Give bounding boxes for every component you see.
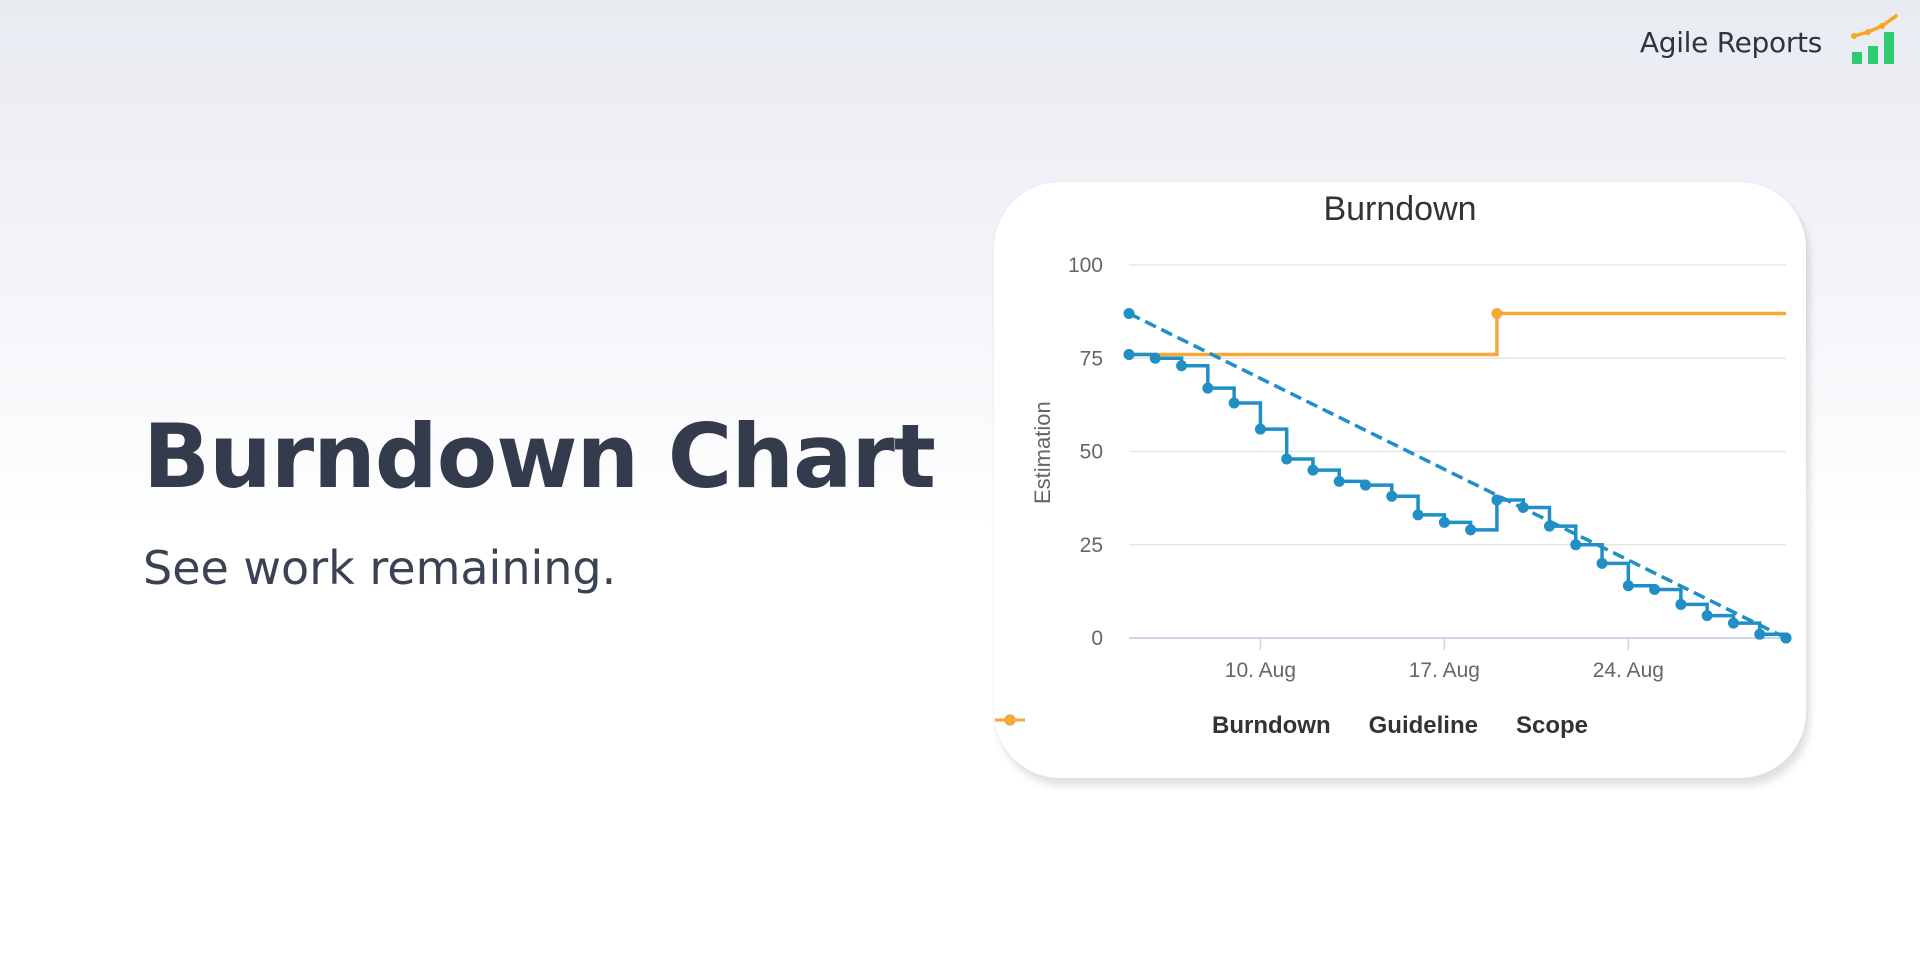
burndown-point (1202, 382, 1214, 394)
legend-label: Guideline (1368, 712, 1478, 739)
burndown-point (1780, 632, 1792, 644)
y-tick-label: 25 (1080, 534, 1103, 557)
guideline-point (1123, 307, 1135, 319)
legend-label: Burndown (1211, 712, 1331, 739)
y-tick-label: 50 (1080, 441, 1103, 464)
burndown-line (1129, 352, 1788, 638)
legend-item-guideline[interactable]: Guideline (995, 712, 1478, 740)
brand-name: Agile Reports (1639, 25, 1822, 59)
burndown-point (1254, 423, 1266, 435)
burndown-point (1570, 539, 1582, 551)
burndown-point (1412, 509, 1424, 521)
burndown-point (1754, 628, 1766, 640)
legend-symbol-scope (995, 714, 1025, 726)
burndown-point (1649, 584, 1661, 596)
legend-item-scope[interactable]: Scope (995, 712, 1589, 740)
x-tick-label: 24. Aug (1593, 659, 1664, 682)
burndown-point (1438, 516, 1450, 528)
burndown-point (1675, 598, 1687, 610)
burndown-point (1228, 397, 1240, 409)
burndown-point (1176, 360, 1188, 372)
burndown-point (1360, 479, 1372, 491)
burndown-point (1307, 464, 1319, 476)
burndown-point (1701, 610, 1713, 622)
x-tick-label: 10. Aug (1225, 659, 1296, 682)
guideline-line (1128, 311, 1787, 640)
burndown-point (1596, 557, 1608, 569)
series-burndown (1123, 349, 1792, 644)
burndown-point (1517, 501, 1529, 513)
y-tick-label: 0 (1091, 627, 1103, 650)
burndown-point (1386, 490, 1398, 502)
y-tick-label: 100 (1068, 254, 1103, 277)
chart-card: 0 25 50 75 100 10. Aug 17. Aug 24. Aug Burndown… (994, 182, 1806, 778)
burndown-point (1622, 580, 1634, 592)
chart-title: Burndown (1323, 190, 1477, 228)
burndown-point (1727, 617, 1739, 629)
y-tick-label: 75 (1080, 347, 1103, 370)
burndown-point (1543, 520, 1555, 532)
burndown-point (1491, 494, 1503, 506)
y-axis-title: Estimation (1030, 401, 1055, 504)
scope-point (1491, 307, 1503, 319)
x-tick-label: 17. Aug (1409, 659, 1480, 682)
chart-logo-icon (1851, 14, 1898, 64)
burndown-point (1281, 453, 1293, 465)
scope-line (1129, 311, 1786, 357)
series-scope (1123, 307, 1786, 361)
hero-subtitle: See work remaining. (143, 541, 617, 595)
legend-label: Scope (1515, 712, 1589, 739)
burndown-point (1465, 524, 1477, 536)
hero-title: Burndown Chart (143, 405, 936, 508)
brand: Agile Reports (1639, 14, 1904, 66)
burndown-point (1333, 475, 1345, 487)
burndown-point (1149, 352, 1161, 364)
burndown-point (1123, 349, 1135, 361)
chart-legend: Burndown Guideline Scope (994, 712, 1806, 740)
chart-svg: 0 25 50 75 100 10. Aug 17. Aug 24. Aug (1068, 254, 1792, 682)
legend-item-burndown[interactable]: Burndown (995, 712, 1331, 740)
